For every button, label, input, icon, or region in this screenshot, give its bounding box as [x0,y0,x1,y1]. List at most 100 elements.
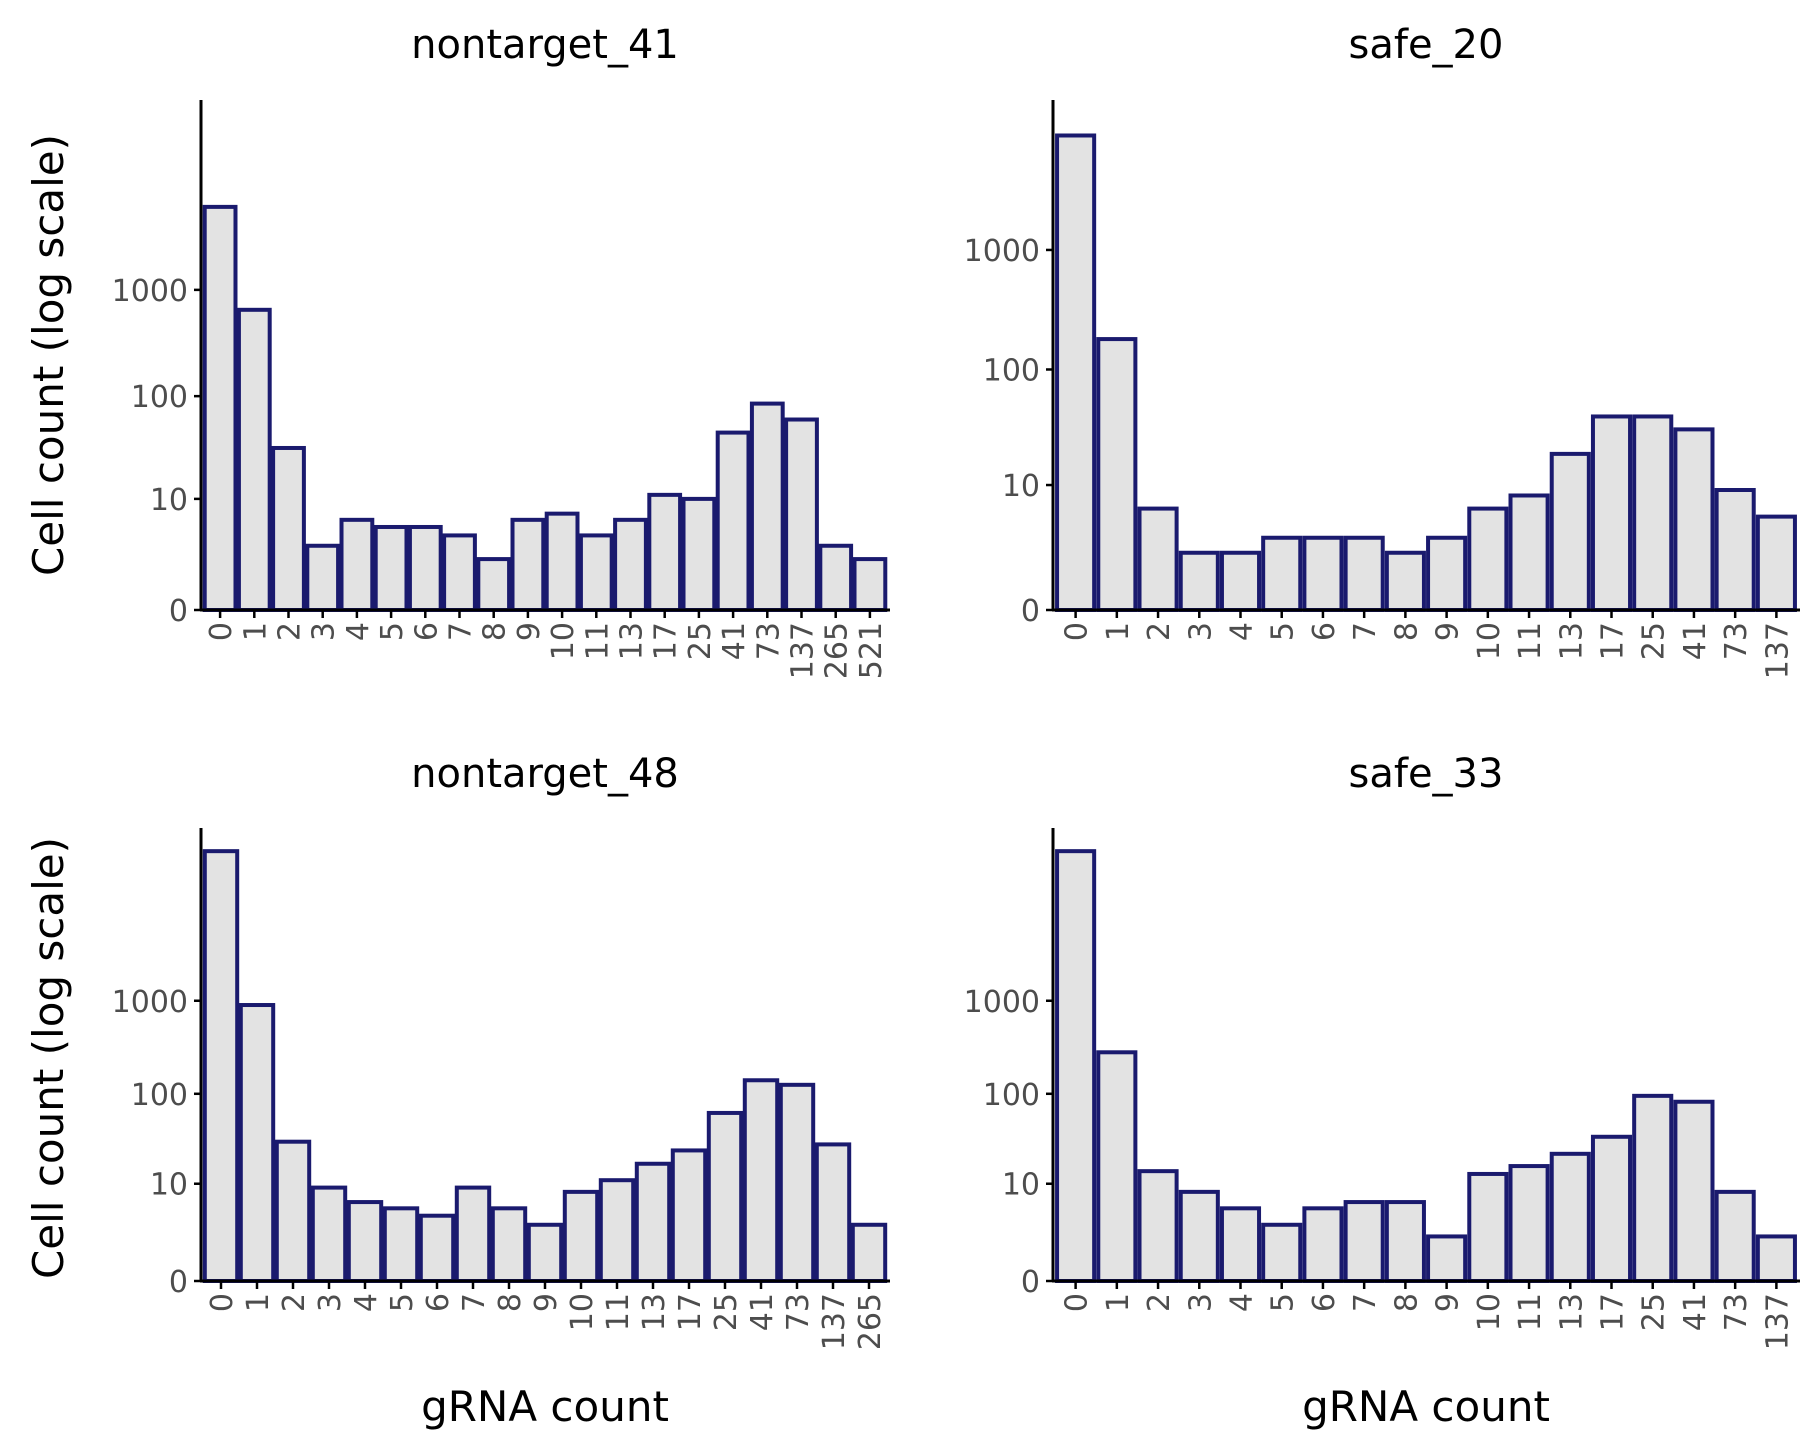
x-tick-label: 7 [457,1293,492,1312]
x-tick-label: 1 [238,622,273,641]
bar [407,524,443,612]
y-tick-label: 0 [169,1265,188,1300]
bar [1384,1200,1426,1283]
bar [310,1185,348,1283]
bar [346,1200,384,1283]
bar [274,1139,312,1283]
bar [1508,1164,1550,1283]
bar [1714,1189,1756,1283]
bar [305,543,341,613]
bar [1632,414,1674,612]
x-tick-label: 137 [1760,622,1795,679]
x-tick-label: 10 [1472,1293,1507,1331]
y-tick-label: 10 [150,1168,188,1203]
x-tick-label: 25 [1637,622,1672,660]
x-tick-label: 2 [1142,1293,1177,1312]
bar [578,533,614,612]
x-tick-label: 0 [1060,1293,1095,1312]
x-tick-label: 1 [1101,622,1136,641]
x-tick-label: 3 [307,622,342,641]
bar [1302,1206,1344,1283]
bar [1384,550,1426,612]
x-tick-label: 11 [1513,1293,1548,1331]
y-tick-label: 1000 [112,985,188,1020]
x-tick-label: 5 [1266,622,1301,641]
x-tick-label: 2 [273,622,308,641]
bar [634,1161,672,1283]
x-tick-label: 0 [204,622,239,641]
x-tick-label: 10 [565,1293,600,1331]
y-tick-label: 100 [131,1078,188,1113]
bar [715,430,751,612]
x-tick-label: 7 [1348,622,1383,641]
bar [1219,1206,1262,1283]
x-tick-label: 137 [786,622,821,679]
bar [850,1222,888,1284]
x-tick-label: 2 [277,1293,312,1312]
y-tick-label: 10 [1002,1168,1040,1203]
x-tick-label: 8 [1389,1293,1424,1312]
x-tick-label: 73 [781,1293,816,1331]
bar [1508,493,1550,612]
x-tick-label: 8 [493,1293,528,1312]
x-axis-title-right: gRNA count [1302,1382,1550,1431]
bar [1343,1200,1385,1283]
bar [706,1110,744,1283]
bar [749,401,785,612]
bar [1714,488,1756,612]
x-tick-label: 73 [1719,622,1754,660]
bar [1096,1050,1138,1284]
x-tick-label: 11 [580,622,615,660]
bar [236,307,272,612]
x-tick-label: 4 [1225,622,1260,641]
bar [339,517,375,613]
bar [1302,535,1344,612]
x-tick-label: 137 [1760,1293,1795,1350]
x-tick-label: 4 [349,1293,384,1312]
x-tick-label: 3 [313,1293,348,1312]
bar [1055,849,1097,1283]
x-tick-label: 11 [1513,622,1548,660]
x-tick-label: 10 [1472,622,1507,660]
x-tick-label: 25 [709,1293,744,1331]
panel-title: safe_20 [1349,22,1504,68]
bar [544,511,580,613]
x-tick-label: 7 [444,622,479,641]
x-tick-label: 25 [1637,1293,1672,1331]
bar [1755,1234,1797,1283]
bar [490,1206,528,1283]
y-tick-label: 100 [131,380,188,415]
bar [1673,1099,1715,1283]
panel-title: nontarget_41 [411,22,679,68]
x-tick-label: 13 [615,622,650,660]
x-tick-label: 6 [409,622,444,641]
bar [681,496,717,613]
bar [476,557,512,613]
bar [647,492,683,612]
x-tick-label: 5 [1266,1293,1301,1312]
x-tick-label: 7 [1348,1293,1383,1312]
bar [202,849,240,1283]
x-tick-label: 3 [1183,1293,1218,1312]
x-tick-label: 6 [1307,1293,1342,1312]
x-tick-label: 9 [512,622,547,641]
bar [1673,427,1715,612]
y-tick-label: 0 [1021,1265,1040,1300]
bar [742,1078,780,1284]
bar [1178,1189,1220,1283]
x-tick-label: 1 [241,1293,276,1312]
y-tick-label: 100 [983,1078,1040,1113]
bar [1590,414,1633,612]
x-tick-label: 5 [385,1293,420,1312]
bar [562,1189,600,1283]
bar [1137,1169,1179,1284]
bar [1343,535,1385,612]
x-tick-label: 41 [1678,1293,1713,1331]
bar [510,517,546,613]
bar [1590,1134,1633,1284]
x-tick-label: 41 [1678,622,1713,660]
